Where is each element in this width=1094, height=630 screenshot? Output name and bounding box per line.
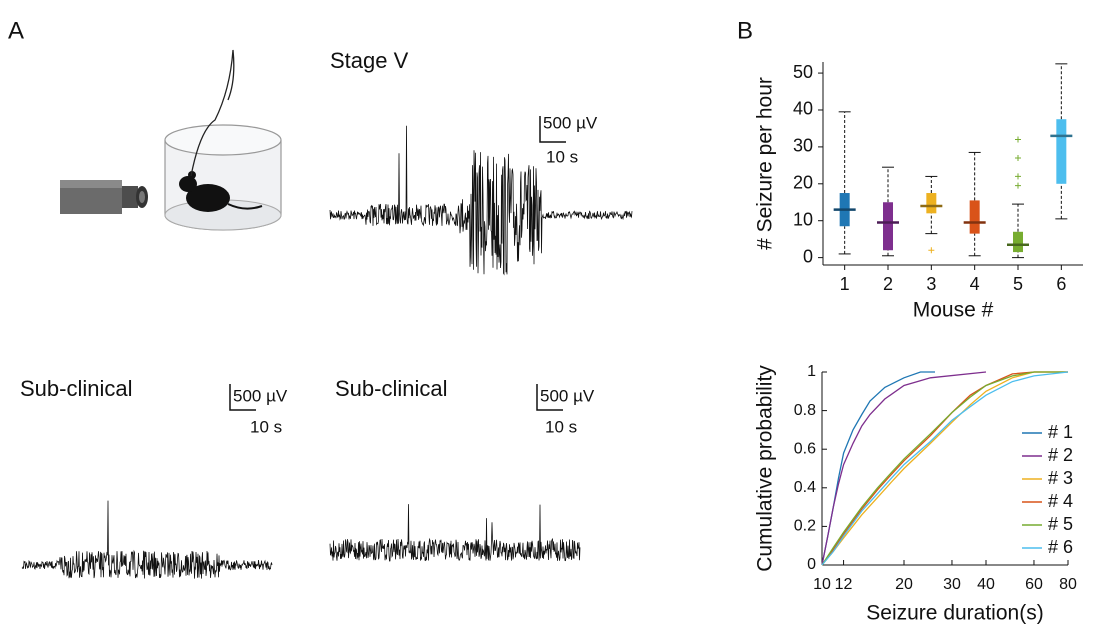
cdf-line <box>821 371 935 566</box>
eeg-trace <box>21 500 273 579</box>
x-tick-label: 12 <box>835 576 853 593</box>
x-tick-label: 5 <box>1013 274 1023 294</box>
scale-voltage: 500 µV <box>543 113 598 132</box>
x-axis-label: Seizure duration(s) <box>866 602 1043 625</box>
trace-title: Sub-clinical <box>20 376 133 401</box>
x-tick-label: 80 <box>1059 576 1077 593</box>
x-tick-label: 20 <box>895 576 913 593</box>
outlier <box>1015 173 1021 180</box>
outlier <box>928 247 935 254</box>
eeg-trace <box>329 504 581 562</box>
outlier <box>1015 154 1021 161</box>
legend-label: # 1 <box>1048 422 1073 442</box>
y-axis-label: Cumulative probability <box>754 365 777 572</box>
x-tick-label: 1 <box>840 274 850 294</box>
outlier <box>1015 182 1021 189</box>
x-tick-label: 2 <box>883 274 893 294</box>
scale-time: 10 s <box>546 147 578 166</box>
legend-label: # 2 <box>1048 445 1073 465</box>
x-tick-label: 30 <box>943 576 961 593</box>
legend-label: # 5 <box>1048 514 1073 534</box>
cdf-line <box>821 371 1068 566</box>
trace-title: Sub-clinical <box>335 376 448 401</box>
eeg-traces <box>21 125 633 579</box>
y-tick-label: 50 <box>793 62 813 82</box>
legend-label: # 4 <box>1048 491 1073 511</box>
scale-bar <box>229 116 566 411</box>
y-tick-label: 0.2 <box>794 518 816 535</box>
cdf-line <box>821 371 1068 566</box>
cdf-line <box>821 371 1069 566</box>
y-tick-label: 0.8 <box>794 402 816 419</box>
x-tick-label: 6 <box>1056 274 1066 294</box>
cdf-line <box>821 371 987 566</box>
y-tick-label: 20 <box>793 173 813 193</box>
y-axis-label: # Seizure per hour <box>754 77 777 250</box>
y-tick-label: 30 <box>793 136 813 156</box>
box <box>969 200 980 234</box>
scale-time: 10 s <box>250 417 282 436</box>
outlier <box>1015 136 1021 143</box>
box <box>1056 119 1067 184</box>
box <box>1013 231 1023 253</box>
x-tick-label: 10 <box>813 576 831 593</box>
scale-voltage: 500 µV <box>540 386 595 405</box>
y-tick-label: 0.4 <box>794 479 816 496</box>
trace-title: Stage V <box>330 48 409 73</box>
panel-label: A <box>8 17 24 44</box>
x-tick-label: 4 <box>970 274 980 294</box>
y-tick-label: 1 <box>807 363 816 380</box>
eeg-trace <box>329 125 633 276</box>
box <box>883 202 893 251</box>
y-tick-label: 0 <box>807 556 816 573</box>
y-tick-label: 40 <box>793 99 813 119</box>
y-tick-label: 0 <box>803 246 813 266</box>
y-tick-label: 0.6 <box>794 440 816 457</box>
x-tick-label: 3 <box>926 274 936 294</box>
scale-voltage: 500 µV <box>233 386 288 405</box>
legend-label: # 6 <box>1048 537 1073 557</box>
x-tick-label: 40 <box>977 576 995 593</box>
recording-illustration <box>60 49 282 231</box>
box <box>926 193 937 214</box>
x-tick-label: 60 <box>1025 576 1043 593</box>
legend-label: # 3 <box>1048 468 1073 488</box>
cdf-line <box>821 371 1068 566</box>
panel-label: B <box>737 17 753 44</box>
y-tick-label: 10 <box>793 209 813 229</box>
scale-time: 10 s <box>545 417 577 436</box>
x-axis-label: Mouse # <box>913 299 994 322</box>
